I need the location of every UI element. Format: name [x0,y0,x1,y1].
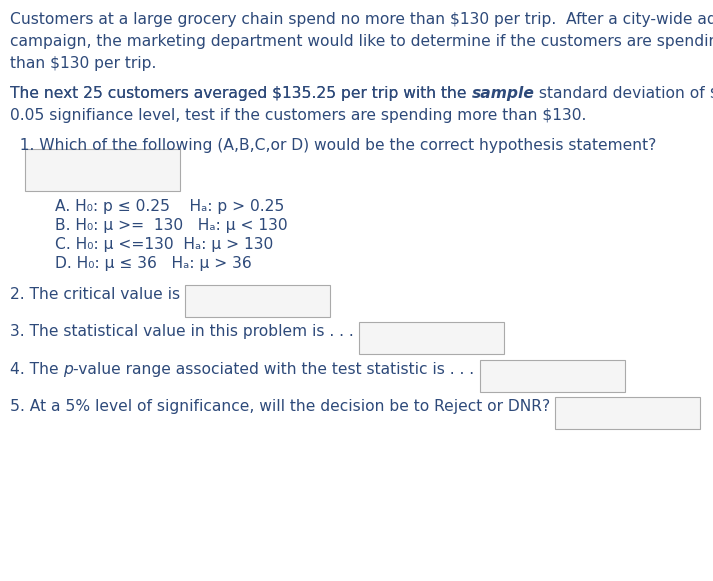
Text: Customers at a large grocery chain spend no more than $130 per trip.  After a ci: Customers at a large grocery chain spend… [10,12,713,27]
Text: 4. The: 4. The [10,362,63,377]
Text: p: p [63,362,73,377]
Text: 3. The statistical value in this problem is . . .: 3. The statistical value in this problem… [10,324,354,339]
Text: D. H₀: μ ≤ 36   Hₐ: μ > 36: D. H₀: μ ≤ 36 Hₐ: μ > 36 [55,256,252,271]
Text: The next 25 customers averaged $135.25 per trip with the: The next 25 customers averaged $135.25 p… [10,86,471,101]
Text: 1. Which of the following (A,B,C,or D) would be the correct hypothesis statement: 1. Which of the following (A,B,C,or D) w… [10,138,657,153]
Text: campaign, the marketing department would like to determine if the customers are : campaign, the marketing department would… [10,34,713,49]
Text: C. H₀: μ <=130  Hₐ: μ > 130: C. H₀: μ <=130 Hₐ: μ > 130 [55,237,273,252]
FancyBboxPatch shape [480,360,625,392]
Text: than $130 per trip.: than $130 per trip. [10,56,156,71]
FancyBboxPatch shape [185,285,330,317]
Text: B. H₀: μ >=  130   Hₐ: μ < 130: B. H₀: μ >= 130 Hₐ: μ < 130 [55,218,287,233]
Text: 0.05 signifiance level, test if the customers are spending more than $130.: 0.05 signifiance level, test if the cust… [10,108,586,123]
Text: A. H₀: p ≤ 0.25    Hₐ: p > 0.25: A. H₀: p ≤ 0.25 Hₐ: p > 0.25 [55,199,284,214]
Text: The next 25 customers averaged $135.25 per trip with the: The next 25 customers averaged $135.25 p… [10,86,471,101]
Text: -value range associated with the test statistic is . . .: -value range associated with the test st… [73,362,474,377]
FancyBboxPatch shape [359,322,504,354]
Text: 2. The critical value is: 2. The critical value is [10,287,180,302]
FancyBboxPatch shape [25,149,180,191]
Text: standard deviation of $10.  At: standard deviation of $10. At [534,86,713,101]
Text: 5. At a 5% level of significance, will the decision be to Reject or DNR?: 5. At a 5% level of significance, will t… [10,399,550,414]
FancyBboxPatch shape [555,397,700,429]
Text: sample: sample [471,86,534,101]
